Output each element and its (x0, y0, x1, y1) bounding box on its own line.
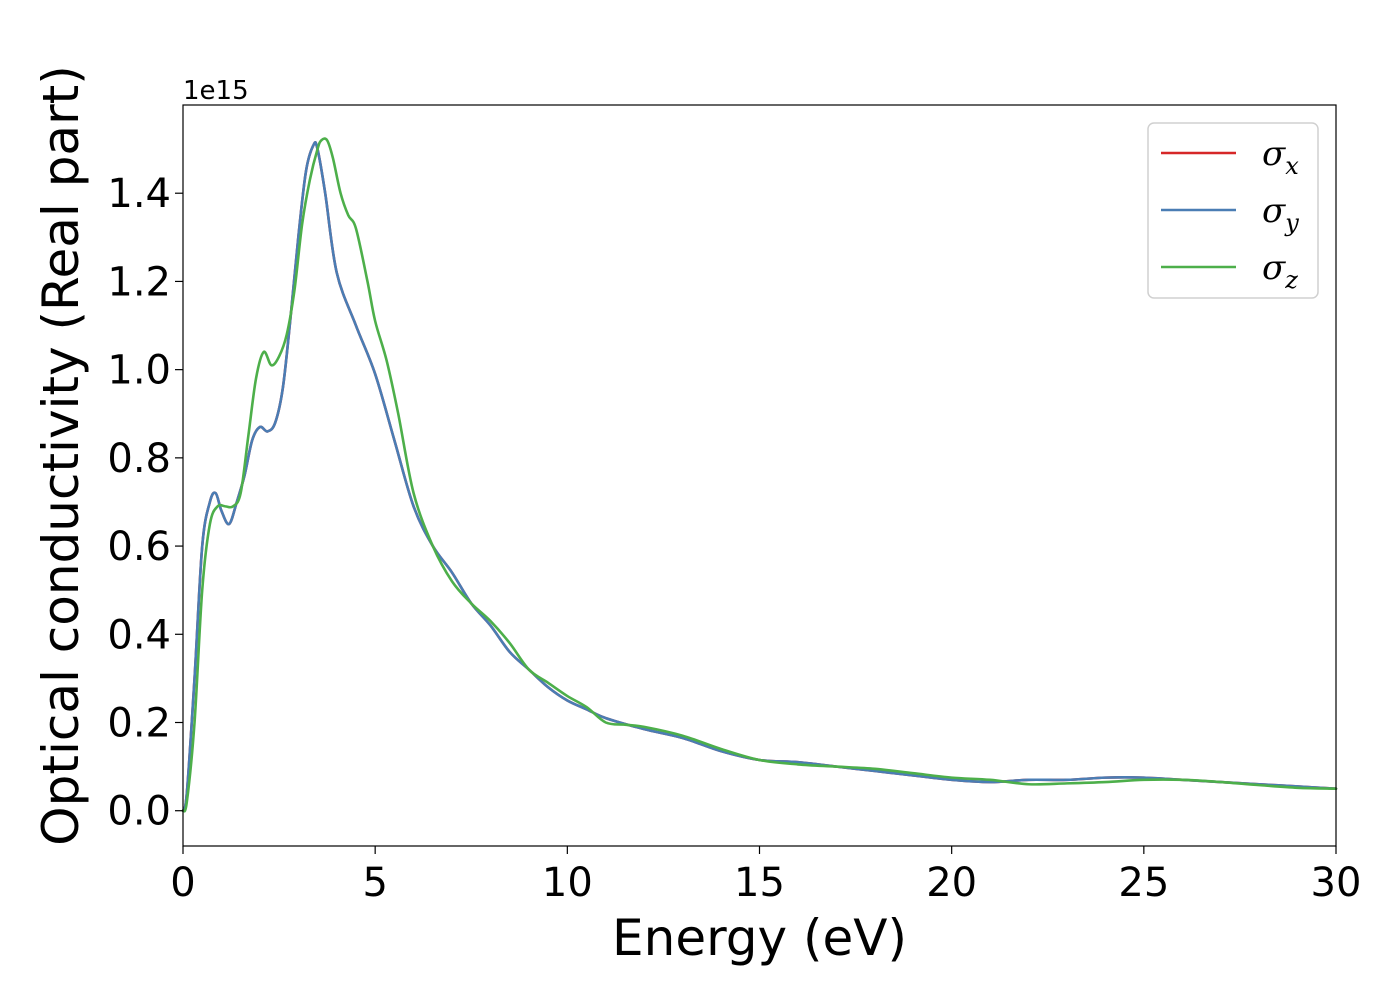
x-tick-label: 5 (362, 860, 387, 906)
x-tick-label: 0 (170, 860, 195, 906)
y-tick-label: 0.2 (107, 701, 171, 747)
y-offset-label: 1e15 (183, 76, 249, 106)
y-tick-label: 1.0 (107, 348, 171, 394)
x-tick-label: 15 (734, 860, 785, 906)
series-layer (181, 137, 1338, 813)
x-tick-label: 30 (1311, 860, 1362, 906)
y-tick-label: 1.4 (107, 171, 171, 217)
x-tick-label: 25 (1118, 860, 1169, 906)
y-axis-title: Optical conductivity (Real part) (32, 65, 90, 846)
y-tick-label: 1.2 (107, 259, 171, 305)
x-tick-label: 20 (926, 860, 977, 906)
y-tick-label: 0.4 (107, 612, 171, 658)
y-tick-label: 0.8 (107, 436, 171, 482)
x-axis-title: Energy (eV) (612, 909, 907, 967)
y-tick-label: 0.6 (107, 524, 171, 570)
series-line-z (181, 137, 1338, 813)
y-axis-ticks: 0.0 0.2 0.4 0.6 0.8 1.0 1.2 1.4 (107, 171, 183, 835)
x-axis-ticks: 0 5 10 15 20 25 30 (170, 846, 1361, 906)
x-tick-label: 10 (542, 860, 593, 906)
y-tick-label: 0.0 (107, 789, 171, 835)
